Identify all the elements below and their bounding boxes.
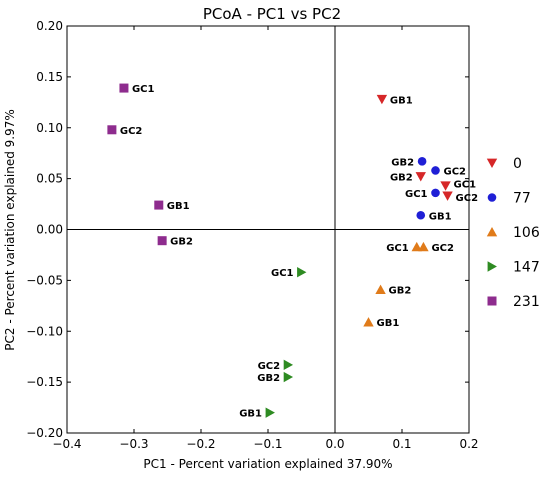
legend-marker <box>487 296 497 306</box>
y-tick-label: 0.05 <box>36 172 63 186</box>
point-label: GB2 <box>257 373 280 384</box>
point-label: GC2 <box>258 361 281 372</box>
legend-marker <box>486 227 498 237</box>
legend-label: 77 <box>513 191 531 207</box>
chart-title: PCoA - PC1 vs PC2 <box>203 5 341 23</box>
point-label: GB1 <box>239 409 262 420</box>
legend-item: 0 <box>486 156 522 172</box>
legend-marker <box>487 261 497 272</box>
point-label: GB2 <box>390 173 413 184</box>
data-point <box>375 284 386 294</box>
point-label: GB1 <box>377 318 400 329</box>
x-axis-label: PC1 - Percent variation explained 37.90% <box>143 457 392 471</box>
data-point <box>297 267 307 278</box>
data-point <box>283 371 294 383</box>
y-tick-label: −0.05 <box>26 273 63 287</box>
legend: 0 77 106 147 231 <box>486 156 540 310</box>
point-label: GC1 <box>454 180 477 191</box>
x-tick-label: −0.4 <box>52 437 81 451</box>
legend-item: 77 <box>487 191 531 207</box>
data-point <box>417 157 427 166</box>
legend-marker <box>486 158 498 168</box>
data-point <box>154 200 164 210</box>
y-tick-label: 0.00 <box>36 223 63 237</box>
point-label: GB2 <box>389 286 412 297</box>
legend-item: 147 <box>487 260 540 276</box>
x-tick-label: 0.1 <box>392 437 411 451</box>
x-tick-label: 0.0 <box>325 437 344 451</box>
point-label: GC1 <box>132 84 155 95</box>
point-label: GC2 <box>431 243 454 254</box>
data-point <box>418 241 429 252</box>
data-point <box>119 83 129 93</box>
point-label: GB1 <box>390 95 413 106</box>
point-label: GC1 <box>271 268 294 279</box>
point-label: GC1 <box>386 243 409 254</box>
data-point <box>415 172 426 182</box>
y-tick-label: 0.10 <box>36 121 63 135</box>
data-point <box>411 241 422 252</box>
legend-marker <box>487 193 497 202</box>
point-label: GB1 <box>167 201 190 212</box>
x-tick-label: −0.2 <box>186 437 215 451</box>
point-label: GC2 <box>120 126 143 137</box>
data-point <box>107 125 117 135</box>
x-tick-label: 0.2 <box>459 437 478 451</box>
y-tick-label: 0.20 <box>36 19 63 33</box>
y-tick-label: 0.15 <box>36 70 63 84</box>
y-tick-label: −0.15 <box>26 375 63 389</box>
data-point <box>431 166 440 175</box>
point-label: GB2 <box>391 157 414 168</box>
y-tick-label: −0.10 <box>26 324 63 338</box>
y-axis-label: PC2 - Percent variation explained 9.97% <box>3 109 17 351</box>
legend-label: 231 <box>513 294 540 310</box>
x-tick-label: −0.1 <box>253 437 282 451</box>
data-point <box>440 181 451 191</box>
point-label: GC2 <box>456 193 479 204</box>
legend-item: 106 <box>486 225 540 241</box>
point-label: GB1 <box>429 211 452 222</box>
point-label: GB2 <box>170 237 193 248</box>
data-point <box>442 191 453 201</box>
plot-area: −0.4 −0.3 −0.2 −0.1 0.0 0.1 0.2 −0.20 −0.15 −0.10… <box>26 19 478 451</box>
data-point <box>416 210 426 220</box>
legend-label: 106 <box>513 225 540 241</box>
data-point <box>157 236 167 246</box>
legend-label: 0 <box>513 156 522 172</box>
data-point <box>376 94 388 105</box>
point-label: GC2 <box>444 166 467 177</box>
x-tick-label: −0.3 <box>119 437 148 451</box>
data-point <box>265 407 275 418</box>
point-label: GC1 <box>405 189 428 200</box>
data-point <box>431 188 440 198</box>
y-tick-label: −0.20 <box>26 426 63 440</box>
data-point <box>283 359 294 371</box>
legend-item: 231 <box>487 294 540 310</box>
data-point <box>363 317 374 327</box>
legend-label: 147 <box>513 260 540 276</box>
